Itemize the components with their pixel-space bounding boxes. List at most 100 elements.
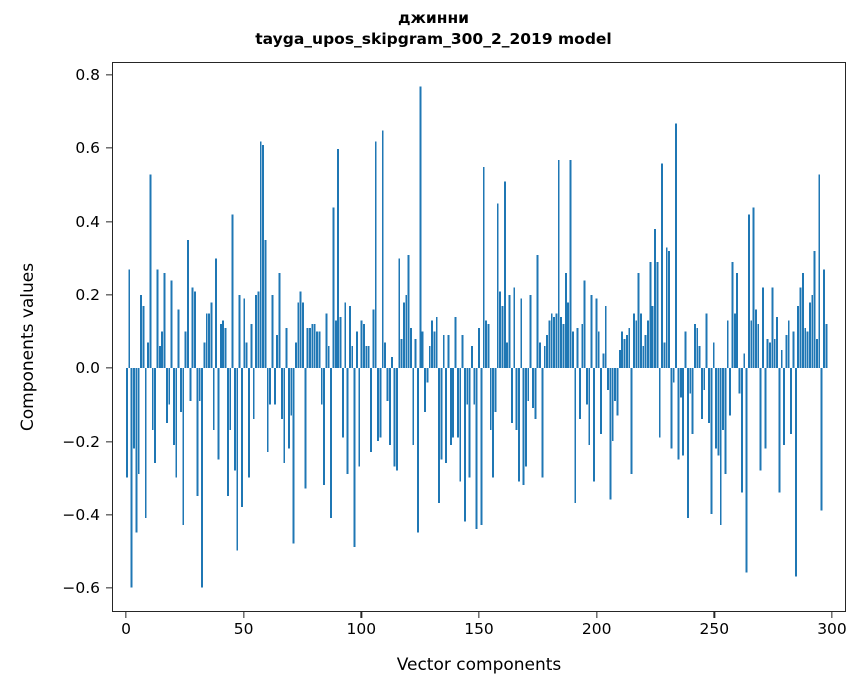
bar xyxy=(524,368,527,467)
bar xyxy=(269,368,272,405)
bar xyxy=(224,327,227,369)
bar xyxy=(280,368,283,420)
bar xyxy=(691,368,694,434)
bar xyxy=(738,368,741,394)
bar xyxy=(794,368,797,577)
bar xyxy=(313,324,316,369)
bar xyxy=(736,273,739,369)
bar xyxy=(492,368,495,478)
bar xyxy=(177,309,180,369)
bar xyxy=(510,368,513,423)
bar xyxy=(752,207,755,369)
bar xyxy=(426,368,429,383)
bar xyxy=(144,368,147,518)
bar xyxy=(191,287,194,369)
bar-series-canvas xyxy=(126,86,828,588)
y-tick-label: −0.2 xyxy=(62,432,100,451)
bar xyxy=(388,368,391,445)
y-axis-label: Components values xyxy=(18,262,38,432)
bar xyxy=(661,163,663,369)
bar xyxy=(208,313,211,369)
bar xyxy=(489,368,492,431)
y-tick-label: 0.6 xyxy=(75,139,100,158)
bar xyxy=(257,291,260,369)
bar xyxy=(517,368,520,482)
bar xyxy=(522,368,525,485)
bar xyxy=(379,368,382,438)
x-tick-mark xyxy=(596,611,598,618)
bar xyxy=(459,368,462,482)
bar xyxy=(332,207,335,369)
bar xyxy=(703,368,706,390)
bar xyxy=(632,313,635,369)
bar xyxy=(323,368,326,485)
bar xyxy=(501,305,504,369)
bar xyxy=(614,368,617,401)
bar xyxy=(297,302,300,369)
bar xyxy=(299,291,302,369)
y-tick-mark xyxy=(105,74,112,76)
bar xyxy=(431,320,434,369)
bar xyxy=(325,313,328,369)
bar xyxy=(302,302,304,369)
bar xyxy=(581,324,584,369)
bar xyxy=(705,313,708,369)
bar xyxy=(410,327,412,369)
bar xyxy=(215,258,218,369)
bar xyxy=(597,331,600,369)
bar xyxy=(353,368,356,548)
bar xyxy=(654,229,656,369)
bar xyxy=(787,320,790,369)
bar xyxy=(825,324,828,369)
bar xyxy=(682,368,685,456)
bar xyxy=(816,338,818,369)
bar xyxy=(262,145,265,369)
y-tick-mark xyxy=(105,294,112,296)
bar xyxy=(715,368,717,449)
bar xyxy=(264,240,267,369)
bar xyxy=(320,368,323,405)
bar-group xyxy=(126,86,828,588)
bar xyxy=(135,368,138,533)
bar xyxy=(182,368,185,526)
bar xyxy=(198,368,201,401)
bar xyxy=(201,368,204,588)
bar xyxy=(128,269,131,369)
bar xyxy=(273,368,276,405)
bar xyxy=(149,174,152,369)
bar xyxy=(611,368,614,442)
bar xyxy=(243,298,246,369)
bar xyxy=(729,368,732,416)
bar xyxy=(327,346,330,369)
bar xyxy=(283,368,286,464)
bar xyxy=(567,302,570,369)
bar xyxy=(745,368,748,573)
bar xyxy=(757,324,760,369)
bar xyxy=(600,368,602,434)
bar xyxy=(203,342,206,369)
bar xyxy=(187,240,189,369)
bar xyxy=(546,335,548,369)
bar xyxy=(766,338,769,369)
bar xyxy=(790,368,793,434)
bar xyxy=(304,368,307,489)
bar xyxy=(140,294,142,369)
bar xyxy=(588,368,591,445)
x-tick-mark xyxy=(478,611,480,618)
y-tick-mark xyxy=(105,514,112,516)
bar xyxy=(590,294,593,369)
bar xyxy=(534,368,537,420)
bar xyxy=(740,368,743,493)
bar xyxy=(456,368,459,438)
bar xyxy=(351,346,354,369)
bar xyxy=(170,280,173,369)
bar xyxy=(487,324,490,369)
bar xyxy=(574,368,577,504)
bar xyxy=(658,368,661,438)
bar xyxy=(252,368,255,420)
bar xyxy=(161,331,164,369)
bar xyxy=(212,368,215,431)
bar xyxy=(668,251,671,369)
bar xyxy=(151,368,154,431)
bar xyxy=(222,320,225,369)
